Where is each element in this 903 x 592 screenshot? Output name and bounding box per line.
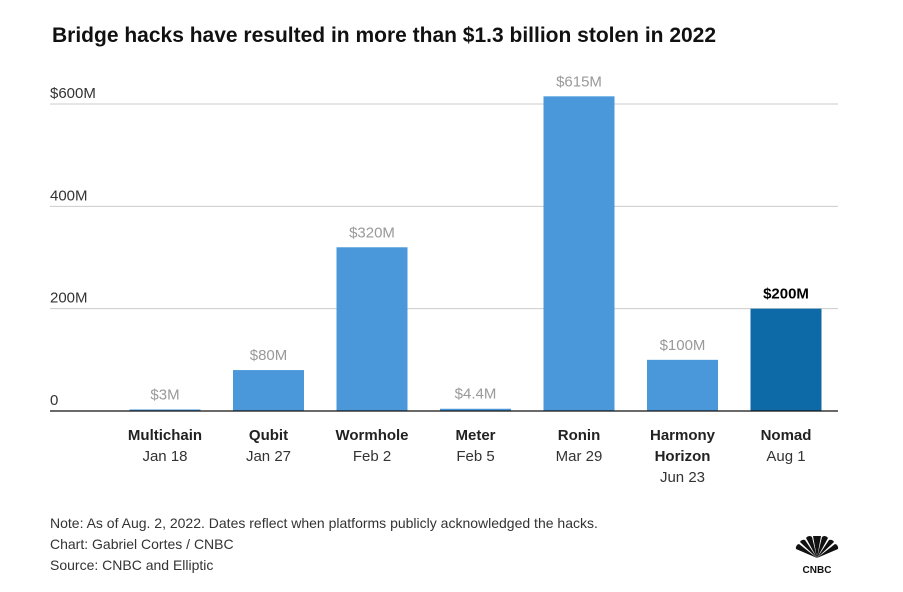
x-tick-label: Meter xyxy=(455,427,495,444)
x-tick-label: Qubit xyxy=(249,427,288,444)
bar xyxy=(129,409,201,411)
cnbc-peacock-logo: CNBC xyxy=(795,536,839,576)
date-label: Feb 5 xyxy=(456,448,494,465)
bar xyxy=(647,359,718,411)
y-tick-label: 400M xyxy=(50,187,88,204)
bar-value-label: $200M xyxy=(763,286,809,303)
date-label: Mar 29 xyxy=(556,448,603,465)
bar-value-label: $320M xyxy=(349,224,395,241)
bar xyxy=(440,408,511,411)
x-tick-label: Nomad xyxy=(761,427,812,444)
y-tick-label: 200M xyxy=(50,290,88,307)
date-label: Jan 27 xyxy=(246,448,291,465)
bar xyxy=(336,247,408,411)
source-text: Source: CNBC and Elliptic xyxy=(50,557,214,573)
bar-value-label: $100M xyxy=(660,337,706,354)
date-label: Aug 1 xyxy=(766,448,805,465)
y-tick-label: 0 xyxy=(50,392,58,409)
date-label: Jan 18 xyxy=(142,448,187,465)
x-tick-label: Multichain xyxy=(128,427,202,444)
logo-wordmark: CNBC xyxy=(803,565,832,576)
note-text: Note: As of Aug. 2, 2022. Dates reflect … xyxy=(50,515,598,531)
bar xyxy=(543,96,615,411)
date-label: Jun 23 xyxy=(660,469,705,486)
x-tick-label: Horizon xyxy=(655,448,711,465)
y-tick-label: $600M xyxy=(50,85,96,102)
x-tick-label: Ronin xyxy=(558,427,601,444)
chart-notes: Note: As of Aug. 2, 2022. Dates reflect … xyxy=(50,513,598,576)
bar-value-label: $4.4M xyxy=(455,386,497,403)
date-label: Feb 2 xyxy=(353,448,391,465)
credit-text: Chart: Gabriel Cortes / CNBC xyxy=(50,536,234,552)
bar-value-label: $615M xyxy=(556,73,602,90)
bar xyxy=(233,370,304,411)
bar-value-label: $80M xyxy=(250,347,288,364)
chart-title: Bridge hacks have resulted in more than … xyxy=(52,24,717,47)
bar-chart: 0 200M 400M $600M $3M Multichain Jan 18 $80M Qub… xyxy=(50,73,838,486)
bar xyxy=(750,308,822,411)
bar-value-label: $3M xyxy=(150,386,179,403)
x-tick-label: Wormhole xyxy=(335,427,408,444)
x-tick-label: Harmony xyxy=(650,427,716,444)
